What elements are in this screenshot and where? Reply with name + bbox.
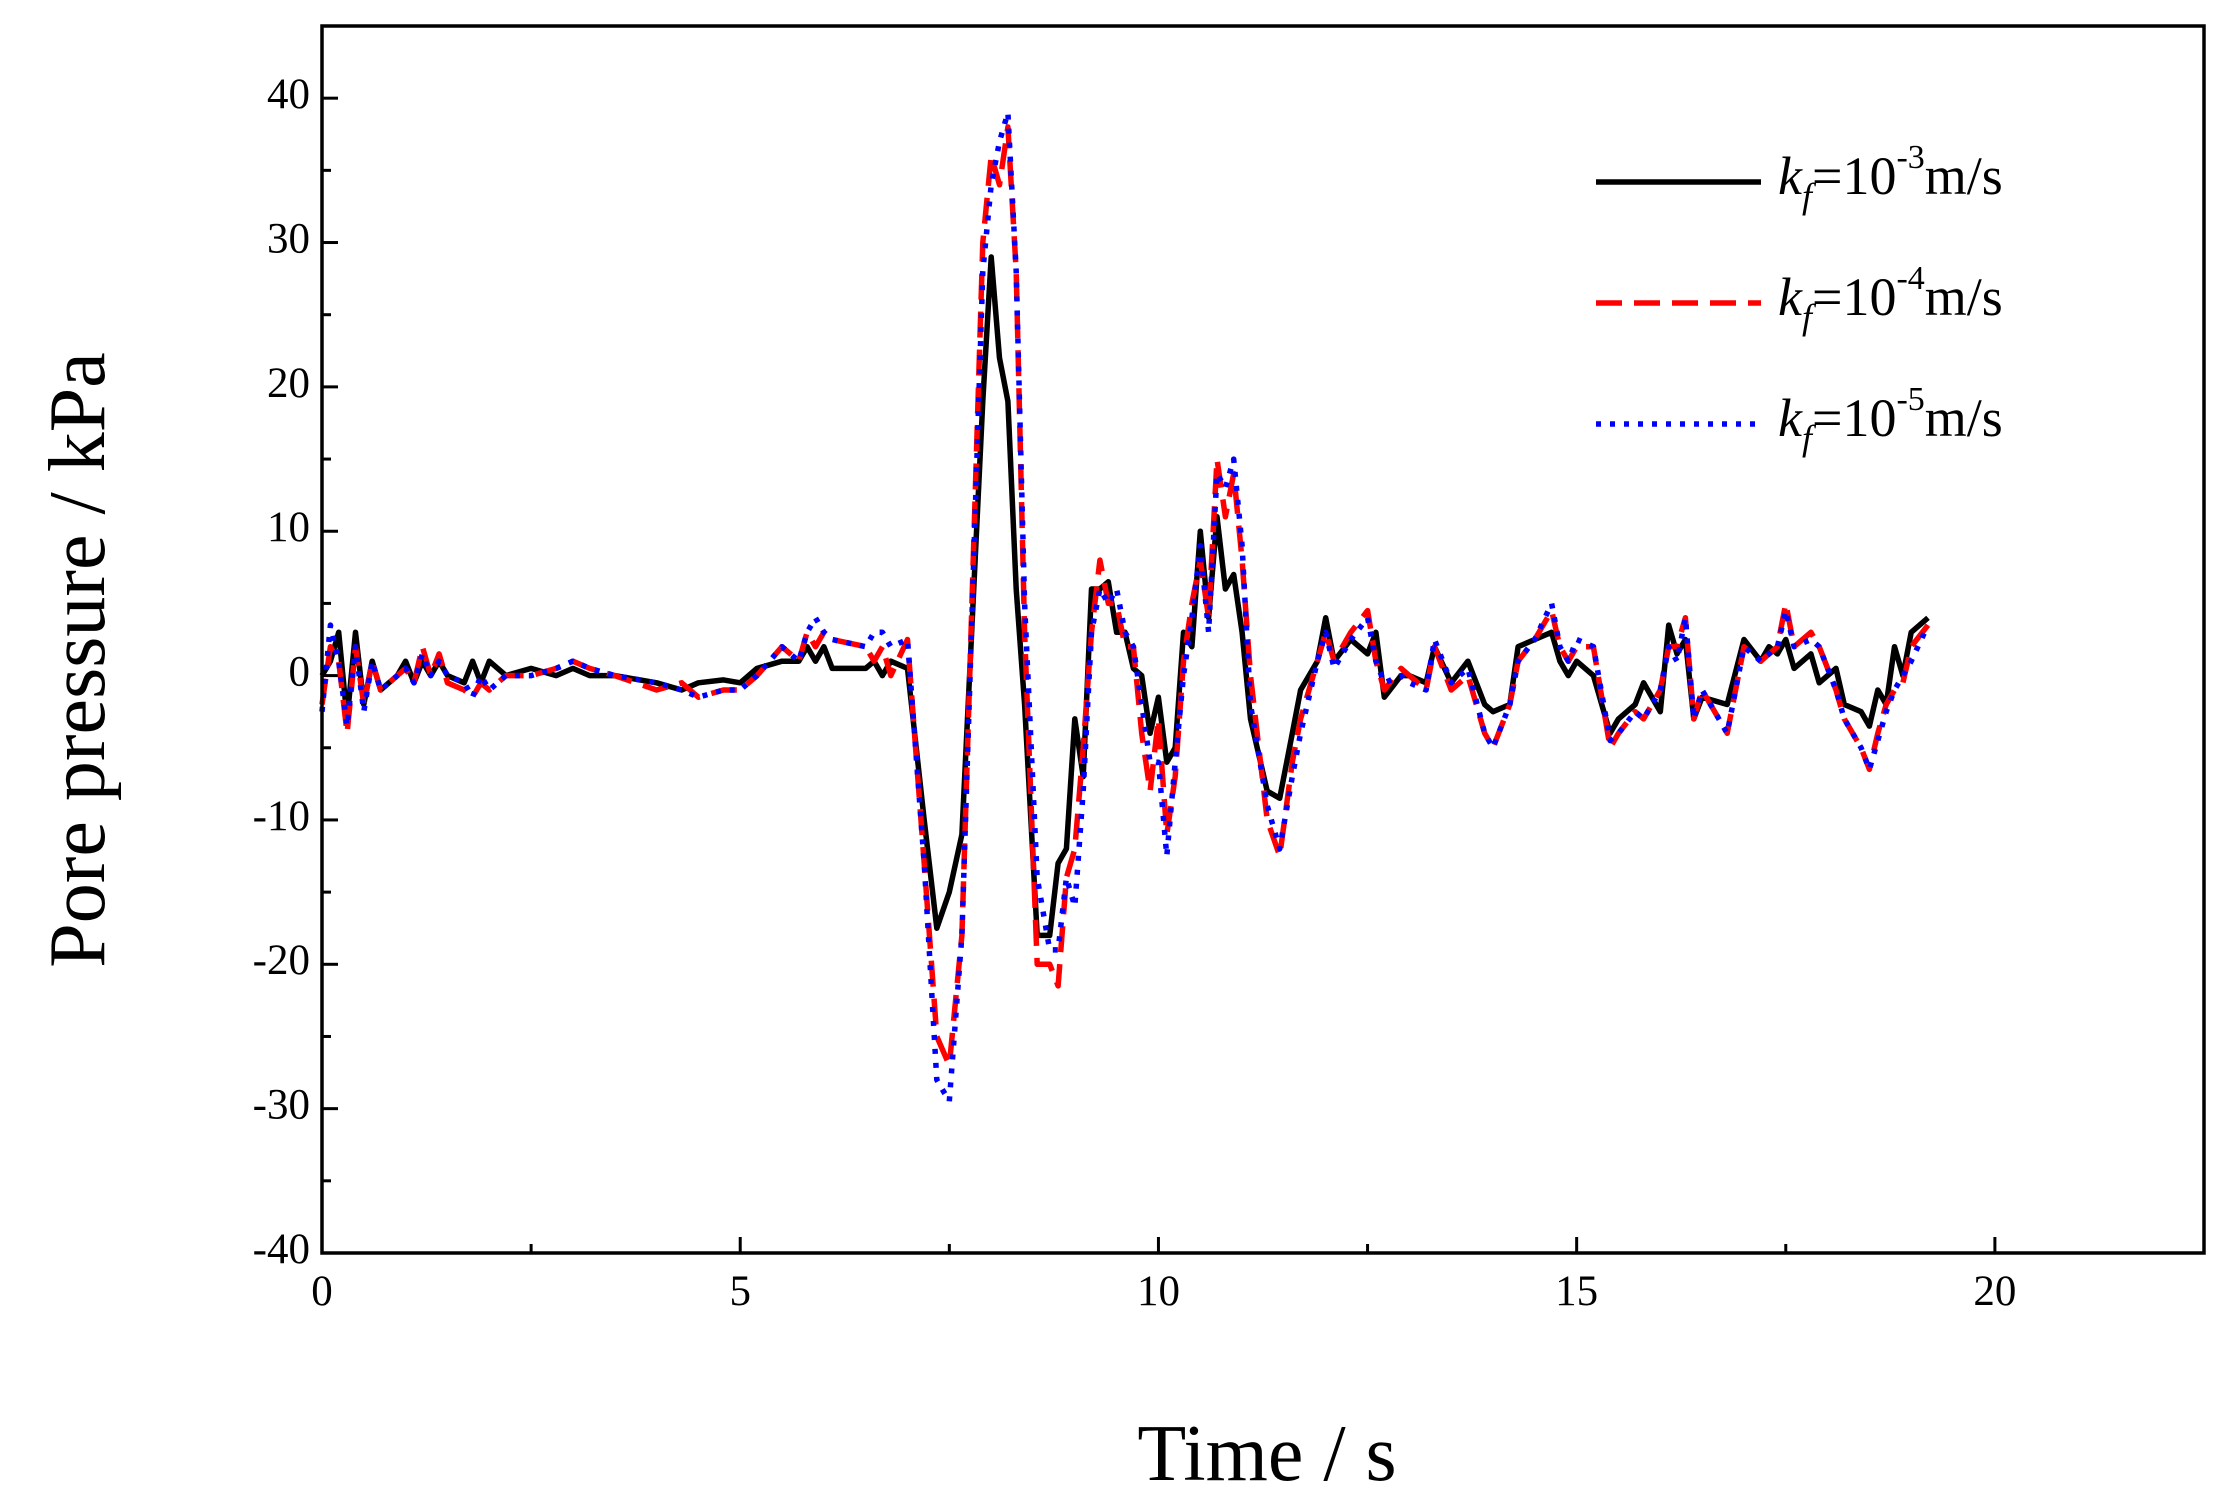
y-tick-label: -30 bbox=[253, 1082, 310, 1129]
plot-frame bbox=[320, 24, 2206, 1255]
series-line bbox=[319, 124, 1931, 1069]
x-tick-label: 20 bbox=[1973, 1268, 2016, 1315]
series-line bbox=[319, 109, 1931, 1105]
y-axis-title: Pore pressure / kPa bbox=[34, 352, 122, 967]
y-tick-label: 10 bbox=[267, 504, 310, 551]
x-axis-title: Time / s bbox=[1137, 1410, 1396, 1498]
legend-label: kf=10-3m/s bbox=[1778, 139, 2003, 216]
x-tick-label: 15 bbox=[1555, 1268, 1598, 1315]
x-tick-label: 5 bbox=[729, 1268, 751, 1315]
x-tick-label: 10 bbox=[1137, 1268, 1180, 1315]
y-tick-label: 40 bbox=[267, 71, 310, 118]
y-tick-label: 30 bbox=[267, 215, 310, 262]
legend-label: kf=10-5m/s bbox=[1778, 381, 2003, 458]
y-tick-label: 20 bbox=[267, 360, 310, 407]
y-tick-label: -40 bbox=[253, 1226, 310, 1273]
legend-label: kf=10-4m/s bbox=[1778, 260, 2003, 337]
y-tick-label: 0 bbox=[289, 648, 311, 695]
y-tick-label: -10 bbox=[253, 793, 310, 840]
y-tick-label: -20 bbox=[253, 937, 310, 984]
x-tick-label: 0 bbox=[311, 1268, 333, 1315]
